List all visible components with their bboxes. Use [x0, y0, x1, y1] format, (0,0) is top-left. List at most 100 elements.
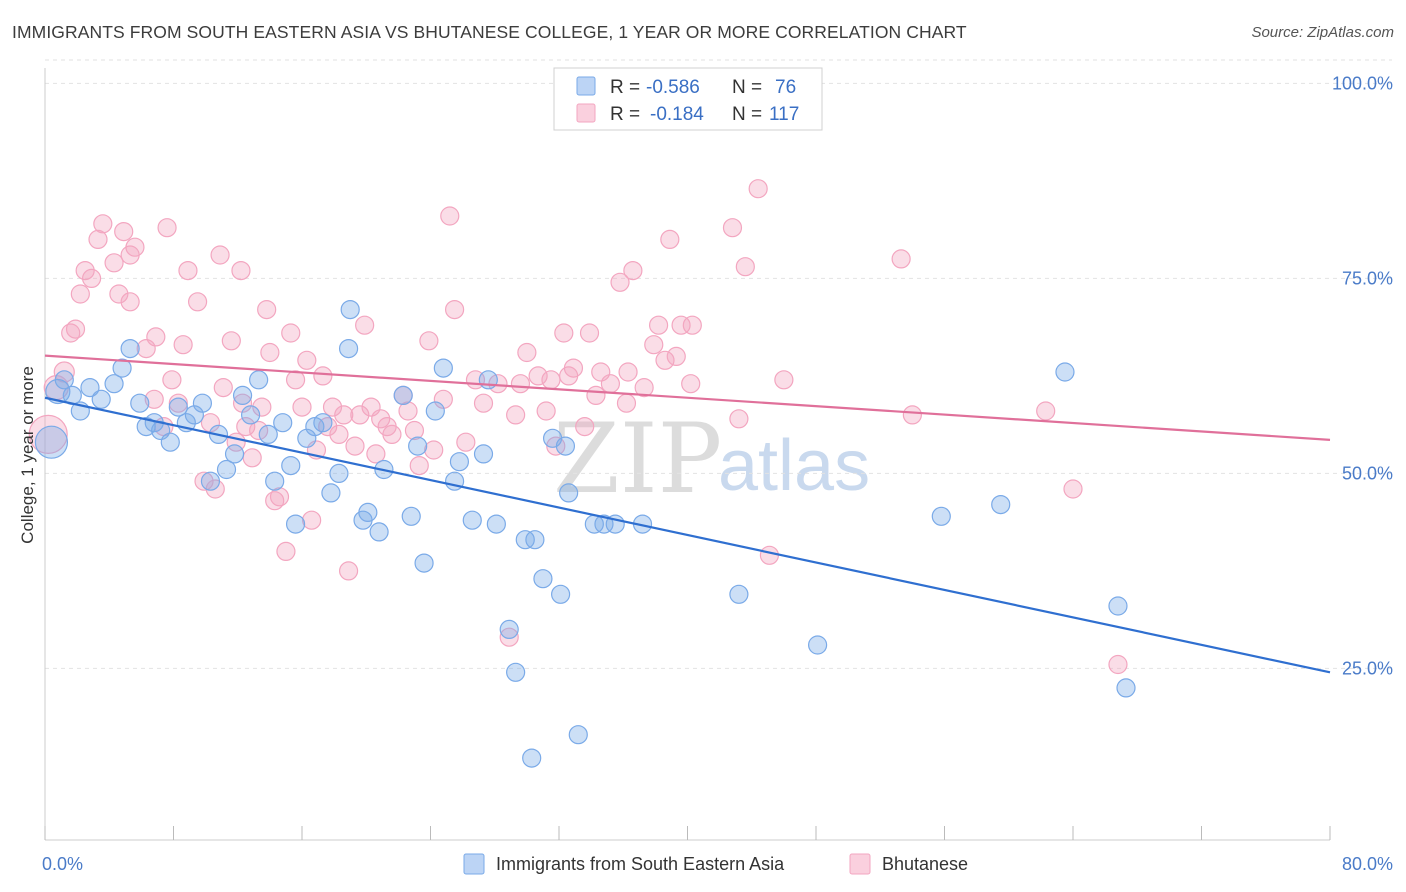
bhutanese-point — [257, 300, 277, 320]
bhutanese-point — [213, 378, 233, 398]
legend-n-label-2: N = — [732, 104, 762, 125]
sea-point — [506, 662, 526, 682]
bhutanese-point — [536, 401, 556, 421]
bhutanese-point — [281, 323, 301, 343]
bhutanese-point — [187, 292, 208, 312]
sea-point — [729, 584, 749, 604]
bhutanese-point — [554, 323, 574, 343]
bhutanese-point — [616, 393, 637, 413]
bhutanese-point — [146, 327, 166, 347]
y-tick-label: 25.0% — [1342, 658, 1393, 678]
sea-point — [168, 397, 188, 417]
bhutanese-point — [194, 471, 214, 491]
sea-point — [249, 370, 269, 390]
bhutanese-point — [473, 393, 494, 413]
y-tick-labels: 25.0% 50.0% 75.0% 100.0% — [1332, 73, 1393, 678]
sea-point — [329, 463, 349, 483]
bhutanese-point — [355, 315, 375, 335]
y-tick-label: 100.0% — [1332, 73, 1393, 93]
sea-point — [991, 495, 1011, 515]
bhutanese-point — [93, 214, 113, 234]
legend-r-label-1: R = — [610, 77, 640, 98]
bhutanese-point — [506, 405, 526, 425]
bhutanese-point — [350, 405, 370, 425]
source-credit: Source: ZipAtlas.com — [1251, 24, 1394, 41]
sea-point — [80, 378, 100, 398]
bhutanese-point — [366, 444, 386, 464]
sea-point — [1055, 362, 1075, 382]
x-tick-labels: 0.0% 80.0% — [42, 854, 1393, 874]
bhutanese-point — [644, 335, 664, 355]
bhutanese-point — [329, 424, 349, 444]
bhutanese-point — [144, 389, 164, 409]
sea-point — [425, 401, 445, 421]
bhutanese-point — [600, 374, 621, 394]
gridlines — [45, 59, 1392, 669]
bhutanese-point — [236, 417, 256, 437]
sea-point — [533, 569, 553, 589]
legend-swatch-pink — [576, 103, 596, 123]
bhutanese-point — [162, 370, 182, 390]
bhutanese-point — [334, 405, 354, 425]
sea-point — [369, 522, 389, 542]
sea-point — [104, 374, 124, 394]
bhutanese-points — [28, 179, 1128, 675]
watermark: ZIP atlas — [553, 403, 870, 515]
bhutanese-point — [1108, 654, 1128, 675]
bhutanese-point — [409, 456, 429, 476]
bhutanese-point — [269, 487, 290, 507]
bhutanese-point — [579, 323, 600, 343]
sea-point — [414, 553, 434, 573]
bhutanese-point — [648, 315, 669, 335]
bhutanese-point — [120, 292, 140, 312]
legend-r-label-2: R = — [610, 104, 640, 125]
legend-r-value-1: -0.586 — [646, 77, 700, 98]
y-tick-label: 75.0% — [1342, 268, 1393, 288]
bhutanese-point — [109, 284, 129, 304]
bhutanese-point — [1063, 479, 1083, 499]
bhutanese-point — [338, 561, 359, 581]
sea-point — [551, 584, 571, 604]
bhutanese-point — [322, 397, 343, 417]
x-tick-label-min: 0.0% — [42, 854, 83, 874]
sea-point — [568, 725, 588, 745]
bhutanese-point — [157, 218, 177, 238]
sea-point — [486, 514, 506, 534]
bhutanese-point — [231, 261, 251, 281]
bhutanese-point — [249, 420, 269, 441]
bhutanese-point — [292, 397, 312, 417]
sea-point — [241, 405, 261, 425]
bhutanese-point — [586, 385, 606, 405]
sea-point — [340, 300, 360, 320]
sea-point — [808, 635, 828, 655]
bhutanese-point — [210, 245, 230, 265]
trend-lines — [44, 354, 1331, 674]
legend-n-value-1: 76 — [775, 77, 796, 98]
bhutanese-point — [125, 237, 145, 257]
sea-point — [1116, 678, 1136, 698]
bhutanese-point — [104, 253, 124, 273]
bhutanese-point — [681, 374, 701, 394]
sea-point — [393, 385, 413, 405]
bhutanese-trend-line — [44, 354, 1331, 441]
sea-point — [112, 358, 132, 378]
bottom-legend-label-pink: Bhutanese — [882, 854, 968, 874]
sea-point — [473, 444, 494, 464]
legend-swatch-blue — [576, 76, 596, 96]
bhutanese-point — [221, 331, 241, 351]
bhutanese-point — [88, 229, 108, 249]
bhutanese-point — [660, 229, 680, 249]
bottom-legend-swatch-blue — [463, 853, 485, 875]
sea-point — [160, 432, 180, 452]
sea-point — [285, 514, 306, 534]
sea-point — [462, 510, 482, 530]
bhutanese-point — [618, 362, 638, 382]
bottom-legend-swatch-pink — [849, 853, 871, 875]
axes — [44, 68, 1331, 841]
sea-point — [54, 370, 74, 390]
legend-r-value-2: -0.184 — [650, 104, 704, 125]
series-legend: Immigrants from South Eastern Asia Bhuta… — [463, 853, 968, 875]
bhutanese-point — [276, 541, 296, 562]
sea-point — [232, 385, 253, 405]
watermark-atlas: atlas — [718, 426, 870, 506]
